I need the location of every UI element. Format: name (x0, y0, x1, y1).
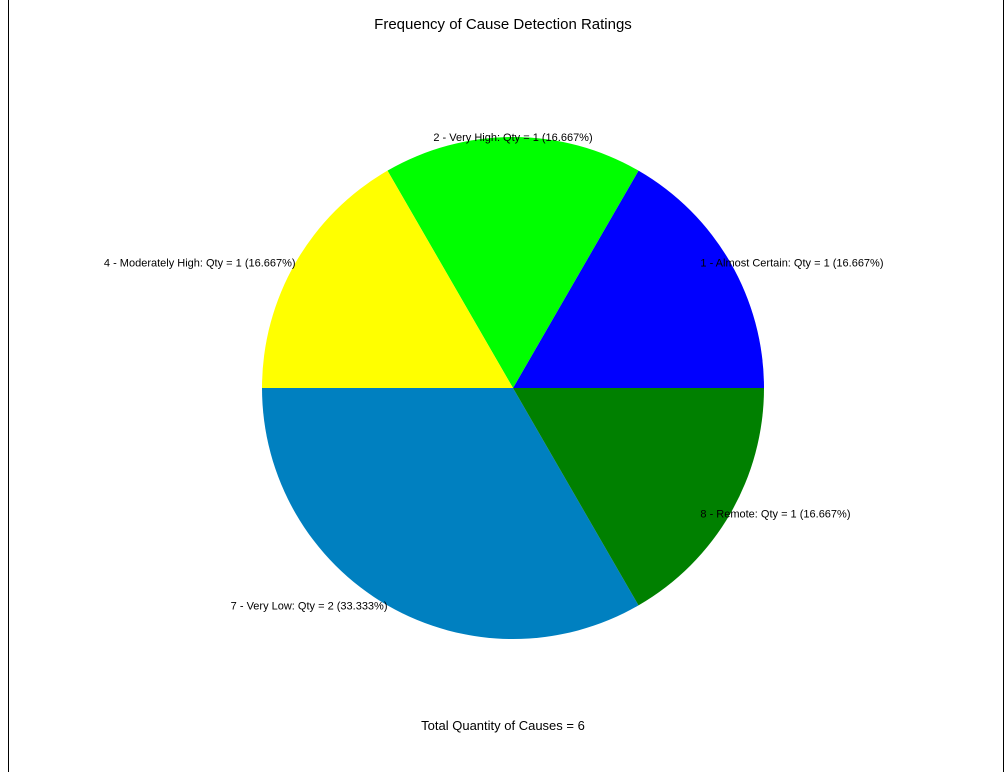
slice-label: 8 - Remote: Qty = 1 (16.667%) (700, 509, 850, 521)
pie-slice (513, 170, 764, 388)
slice-label: 2 - Very High: Qty = 1 (16.667%) (433, 132, 592, 144)
slice-label: 7 - Very Low: Qty = 2 (33.333%) (231, 600, 388, 612)
slice-label: 4 - Moderately High: Qty = 1 (16.667%) (104, 258, 296, 270)
pie-slice (262, 170, 513, 388)
pie-slice (262, 388, 639, 639)
pie-slice (387, 137, 639, 388)
chart-footer: Total Quantity of Causes = 6 (421, 718, 585, 733)
pie-slice (513, 388, 764, 606)
chart-title: Frequency of Cause Detection Ratings (374, 16, 632, 33)
slice-label: 1 - Almost Certain: Qty = 1 (16.667%) (700, 258, 883, 270)
